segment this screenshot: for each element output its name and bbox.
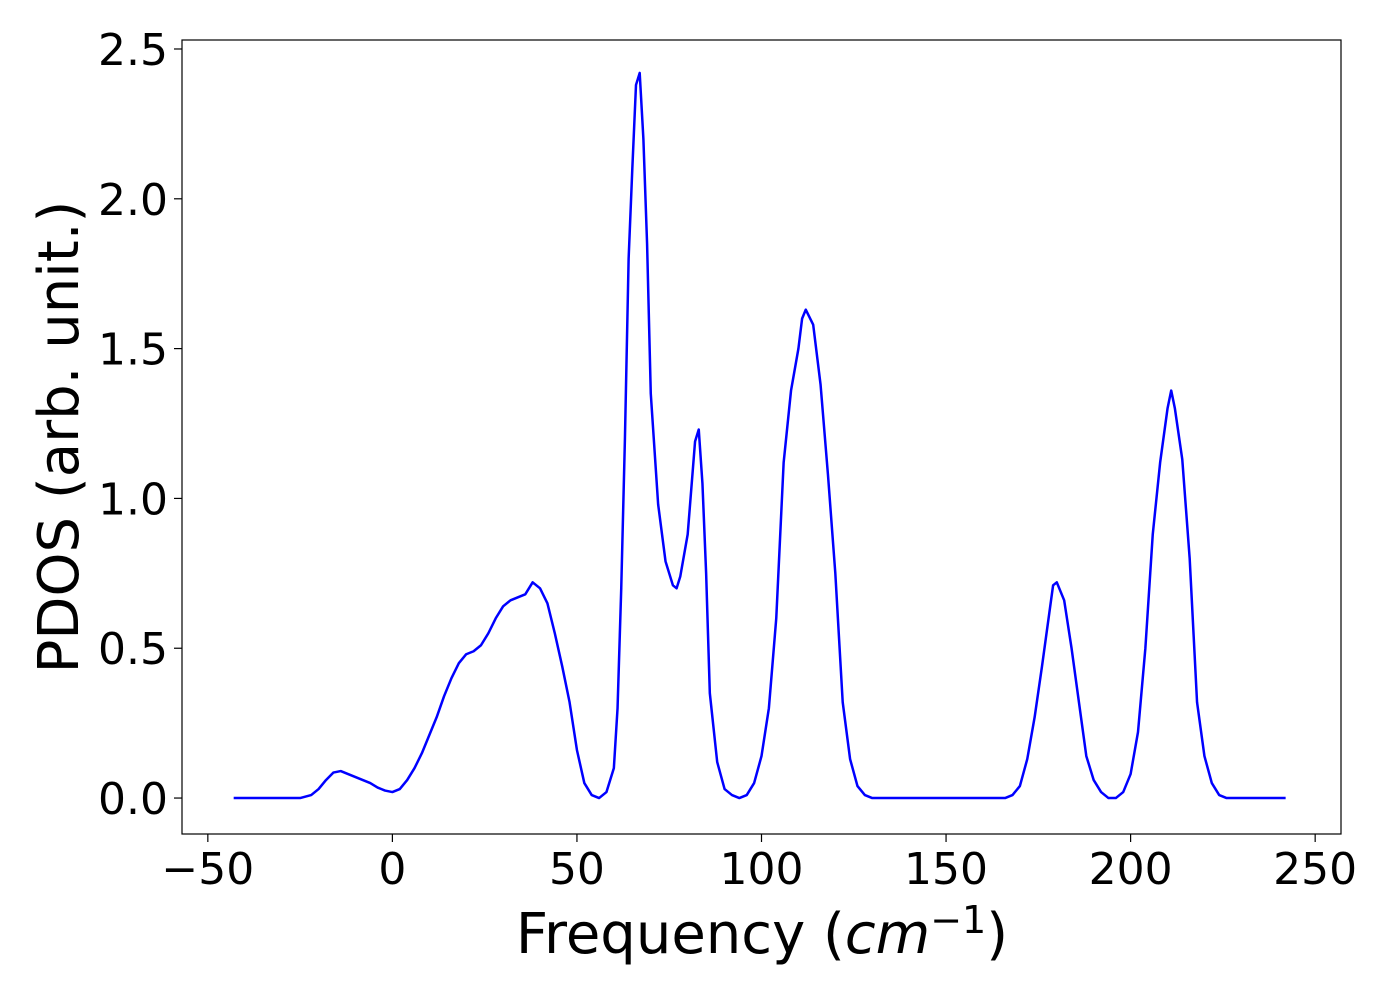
x-tick-label: 150: [904, 844, 988, 895]
x-tick-label: 250: [1273, 844, 1357, 895]
y-tick-label: 2.5: [98, 25, 168, 76]
y-tick-label: 2.0: [98, 175, 168, 226]
x-tick-label: 100: [720, 844, 804, 895]
x-tick-label: −50: [161, 844, 254, 895]
pdos-series-line: [233, 71, 1286, 800]
y-tick-label: 0.5: [98, 624, 168, 675]
y-tick-label: 1.0: [98, 474, 168, 525]
x-tick-label: 200: [1089, 844, 1173, 895]
y-tick-label: 1.5: [98, 325, 168, 376]
y-ticks: 0.0 0.5 1.0 1.5 2.0 2.5: [98, 25, 182, 825]
x-tick-label: 0: [378, 844, 406, 895]
x-axis-label: Frequency (cm−1): [516, 898, 1008, 967]
plot-frame: [181, 39, 1342, 835]
plot-area: [182, 40, 1341, 834]
y-tick-label: 0.0: [98, 774, 168, 825]
y-axis-label: PDOS (arb. unit.): [27, 201, 92, 674]
x-tick-label: 50: [549, 844, 605, 895]
x-ticks: −50 0 50 100 150 200 250: [161, 834, 1357, 895]
